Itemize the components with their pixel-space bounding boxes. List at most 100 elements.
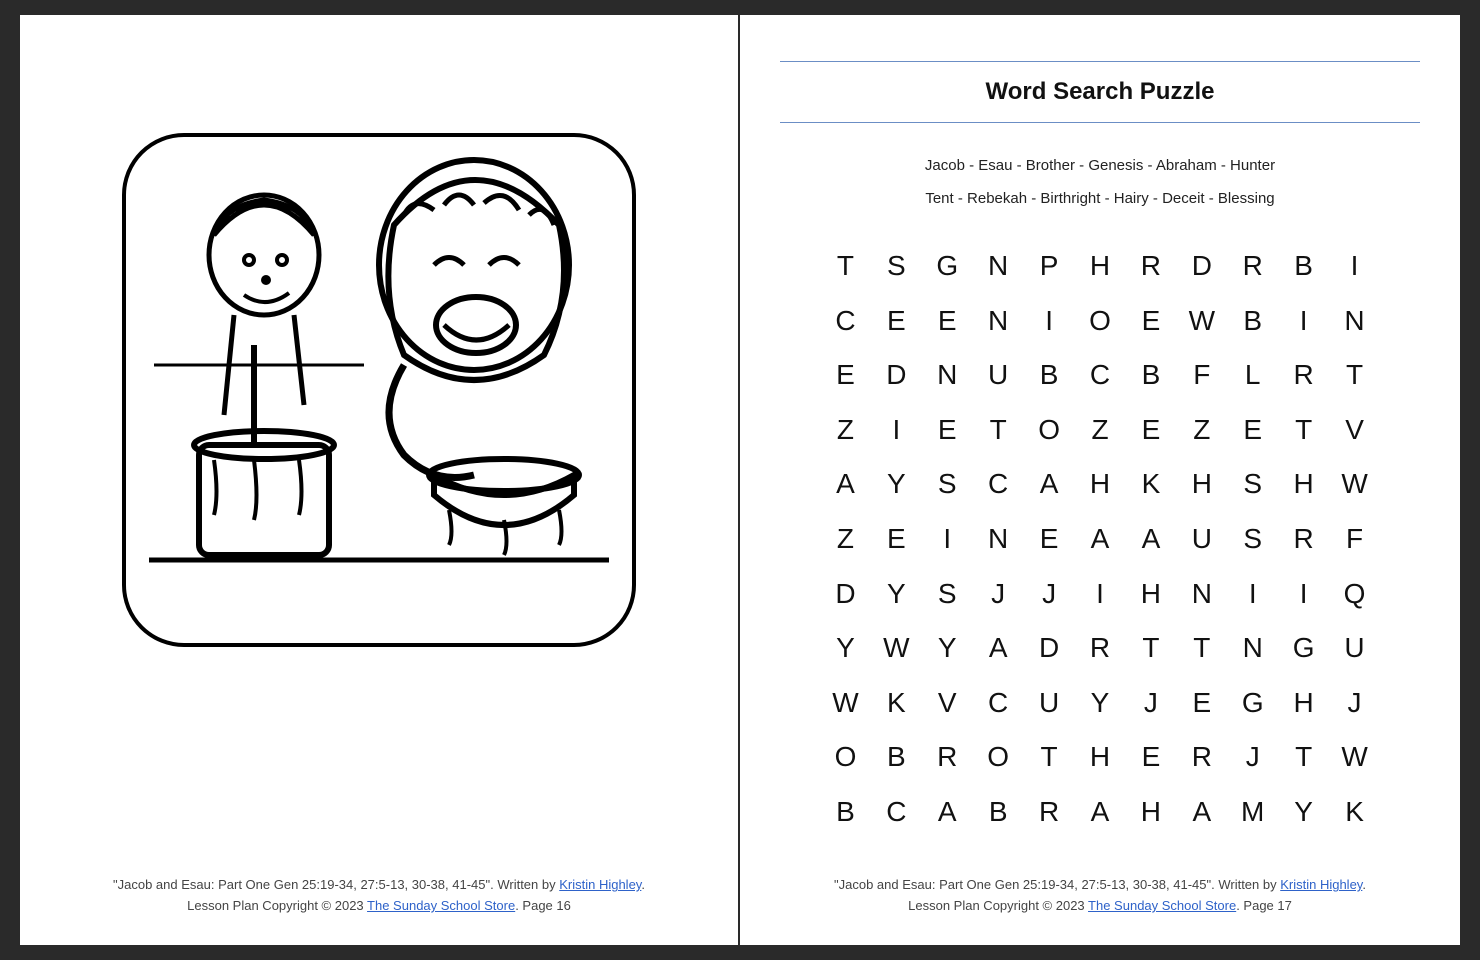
grid-cell: R	[1024, 784, 1075, 839]
grid-cell: T	[820, 239, 871, 294]
grid-cell: A	[973, 621, 1024, 676]
page-right: Word Search Puzzle Jacob - Esau - Brothe…	[740, 15, 1460, 945]
grid-cell: U	[973, 348, 1024, 403]
grid-cell: D	[871, 348, 922, 403]
grid-cell: F	[1329, 512, 1380, 567]
grid-cell: T	[1278, 730, 1329, 785]
grid-cell: G	[1278, 621, 1329, 676]
grid-cell: E	[1227, 403, 1278, 458]
grid-cell: K	[1329, 784, 1380, 839]
grid-cell: H	[1075, 730, 1126, 785]
grid-cell: A	[820, 457, 871, 512]
store-link[interactable]: The Sunday School Store	[367, 898, 515, 913]
grid-cell: N	[973, 294, 1024, 349]
grid-cell: E	[871, 294, 922, 349]
grid-cell: S	[1227, 457, 1278, 512]
grid-cell: B	[1125, 348, 1176, 403]
footer-text: . Page 17	[1236, 898, 1292, 913]
grid-cell: U	[1329, 621, 1380, 676]
footer-line2: Lesson Plan Copyright © 2023 The Sunday …	[60, 896, 698, 917]
grid-cell: R	[1278, 512, 1329, 567]
grid-cell: D	[1024, 621, 1075, 676]
grid-cell: W	[820, 675, 871, 730]
footer-text: "Jacob and Esau: Part One Gen 25:19-34, …	[834, 877, 1280, 892]
grid-cell: Z	[820, 512, 871, 567]
grid-cell: E	[1176, 675, 1227, 730]
grid-cell: H	[1278, 675, 1329, 730]
grid-cell: T	[1278, 403, 1329, 458]
grid-cell: N	[1329, 294, 1380, 349]
word-search-grid: TSGNPHRDRBICEENIOEWBINEDNUBCBFLRTZIETOZE…	[820, 239, 1380, 839]
grid-cell: W	[871, 621, 922, 676]
grid-cell: R	[1075, 621, 1126, 676]
grid-cell: A	[1176, 784, 1227, 839]
footer-text: .	[1362, 877, 1366, 892]
grid-cell: I	[871, 403, 922, 458]
grid-cell: E	[871, 512, 922, 567]
puzzle-title: Word Search Puzzle	[780, 68, 1420, 116]
grid-cell: E	[1125, 730, 1176, 785]
footer-left: "Jacob and Esau: Part One Gen 25:19-34, …	[60, 875, 698, 925]
grid-cell: K	[871, 675, 922, 730]
grid-cell: F	[1176, 348, 1227, 403]
grid-cell: E	[1024, 512, 1075, 567]
grid-cell: C	[973, 675, 1024, 730]
footer-text: Lesson Plan Copyright © 2023	[908, 898, 1088, 913]
grid-cell: L	[1227, 348, 1278, 403]
grid-cell: I	[1024, 294, 1075, 349]
author-link[interactable]: Kristin Highley	[1280, 877, 1362, 892]
grid-cell: I	[1075, 566, 1126, 621]
grid-cell: W	[1329, 730, 1380, 785]
grid-cell: B	[1024, 348, 1075, 403]
grid-cell: T	[1329, 348, 1380, 403]
grid-cell: A	[1075, 512, 1126, 567]
footer-line1: "Jacob and Esau: Part One Gen 25:19-34, …	[60, 875, 698, 896]
grid-cell: Z	[820, 403, 871, 458]
grid-cell: Y	[871, 457, 922, 512]
grid-cell: K	[1125, 457, 1176, 512]
grid-cell: O	[973, 730, 1024, 785]
grid-cell: E	[820, 348, 871, 403]
grid-cell: N	[1176, 566, 1227, 621]
store-link[interactable]: The Sunday School Store	[1088, 898, 1236, 913]
grid-cell: H	[1075, 239, 1126, 294]
grid-cell: Y	[922, 621, 973, 676]
left-content	[60, 45, 698, 875]
grid-cell: I	[1227, 566, 1278, 621]
grid-cell: Z	[1075, 403, 1126, 458]
word-list: Jacob - Esau - Brother - Genesis - Abrah…	[925, 149, 1275, 215]
grid-cell: T	[1024, 730, 1075, 785]
grid-cell: R	[1278, 348, 1329, 403]
coloring-svg	[104, 115, 654, 665]
footer-line1: "Jacob and Esau: Part One Gen 25:19-34, …	[780, 875, 1420, 896]
grid-cell: V	[1329, 403, 1380, 458]
grid-cell: B	[1278, 239, 1329, 294]
grid-cell: B	[820, 784, 871, 839]
grid-cell: H	[1125, 784, 1176, 839]
grid-cell: D	[1176, 239, 1227, 294]
grid-cell: Y	[1075, 675, 1126, 730]
grid-cell: Y	[820, 621, 871, 676]
grid-cell: O	[820, 730, 871, 785]
grid-cell: N	[973, 512, 1024, 567]
grid-cell: A	[1075, 784, 1126, 839]
grid-cell: W	[1329, 457, 1380, 512]
grid-cell: E	[1125, 294, 1176, 349]
grid-cell: P	[1024, 239, 1075, 294]
author-link[interactable]: Kristin Highley	[559, 877, 641, 892]
grid-cell: I	[922, 512, 973, 567]
page-spread: "Jacob and Esau: Part One Gen 25:19-34, …	[12, 7, 1468, 953]
grid-cell: T	[1176, 621, 1227, 676]
grid-cell: J	[1024, 566, 1075, 621]
grid-cell: J	[973, 566, 1024, 621]
grid-cell: O	[1024, 403, 1075, 458]
footer-text: Lesson Plan Copyright © 2023	[187, 898, 367, 913]
grid-cell: R	[922, 730, 973, 785]
grid-cell: G	[1227, 675, 1278, 730]
grid-cell: R	[1227, 239, 1278, 294]
grid-cell: C	[973, 457, 1024, 512]
grid-cell: T	[1125, 621, 1176, 676]
page-left: "Jacob and Esau: Part One Gen 25:19-34, …	[20, 15, 740, 945]
grid-cell: Y	[871, 566, 922, 621]
grid-cell: E	[1125, 403, 1176, 458]
